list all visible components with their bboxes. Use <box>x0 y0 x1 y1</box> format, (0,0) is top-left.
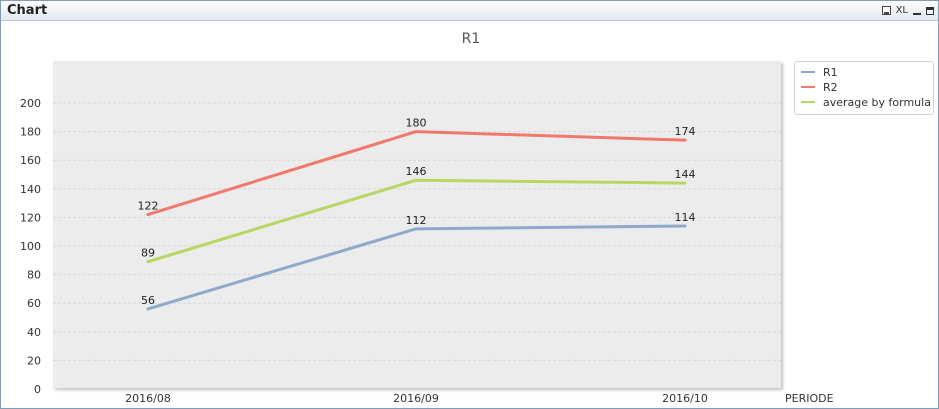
window-title: Chart <box>7 3 48 18</box>
data-label: 174 <box>675 125 696 138</box>
y-tick-label: 180 <box>20 126 41 139</box>
y-tick-label: 120 <box>20 211 41 224</box>
legend-swatch-average <box>801 101 815 103</box>
plot-area <box>53 61 781 388</box>
data-label: 56 <box>141 294 155 307</box>
y-tick-label: 80 <box>27 269 41 282</box>
y-axis: 0 20 40 60 80 100 120 140 160 180 200 <box>20 97 41 396</box>
legend-item-r1[interactable]: R1 <box>801 65 838 79</box>
legend-label: average by formula <box>823 95 931 109</box>
series-line-r2[interactable] <box>146 130 687 217</box>
print-icon[interactable] <box>881 6 891 15</box>
xl-icon[interactable]: XL <box>895 4 908 16</box>
y-tick-label: 60 <box>27 297 41 310</box>
x-axis-title: PERIODE <box>785 392 834 405</box>
y-tick-label: 40 <box>27 326 41 339</box>
data-label: 114 <box>675 211 696 224</box>
data-label: 89 <box>141 247 155 260</box>
legend-item-r2[interactable]: R2 <box>801 80 838 94</box>
y-tick-label: 200 <box>20 97 41 110</box>
y-tick-label: 140 <box>20 183 41 196</box>
data-label: 180 <box>406 117 427 130</box>
caption-buttons: XL <box>881 4 934 17</box>
series-line-average-by-formula[interactable] <box>146 178 687 264</box>
x-axis: 2016/08 2016/09 2016/10 <box>125 392 708 405</box>
y-tick-label: 100 <box>20 240 41 253</box>
legend-label: R2 <box>823 80 838 94</box>
maximize-icon[interactable] <box>926 6 934 15</box>
data-label: 122 <box>138 200 159 213</box>
y-tick-label: 20 <box>27 354 41 367</box>
data-label: 144 <box>675 168 696 181</box>
series-line-r1[interactable] <box>146 224 687 311</box>
y-tick-label: 0 <box>34 383 41 396</box>
minimize-icon[interactable] <box>913 12 921 15</box>
series-lines <box>146 130 687 311</box>
window-titlebar: Chart XL <box>1 1 938 21</box>
legend-swatch-r2 <box>801 86 815 88</box>
x-tick-label: 2016/08 <box>125 392 171 405</box>
legend-item-average[interactable]: average by formula <box>801 95 931 109</box>
x-tick-label: 2016/10 <box>662 392 708 405</box>
data-label: 112 <box>406 214 427 227</box>
grid-lines <box>53 102 781 361</box>
data-label: 146 <box>406 165 427 178</box>
data-labels: 56 112 114 122 180 174 89 146 144 <box>138 117 696 307</box>
x-tick-label: 2016/09 <box>393 392 439 405</box>
legend-swatch-r1 <box>801 71 815 73</box>
y-tick-label: 160 <box>20 154 41 167</box>
chart-title: R1 <box>462 31 481 47</box>
legend-label: R1 <box>823 65 838 79</box>
chart-legend[interactable]: R1 R2 average by formula <box>794 61 934 115</box>
